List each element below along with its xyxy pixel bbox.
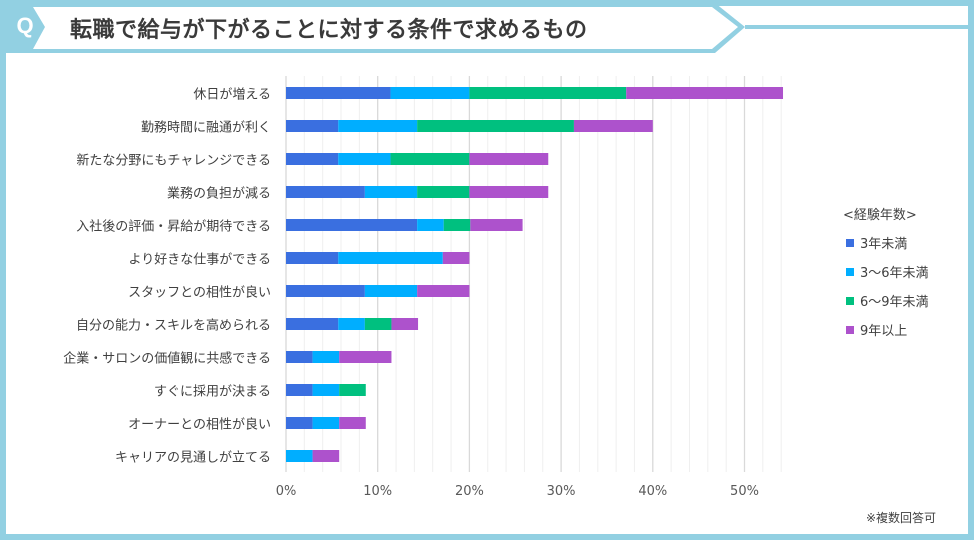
category-label: 入社後の評価・昇給が期待できる <box>76 219 271 235</box>
category-label: より好きな仕事ができる <box>128 252 271 268</box>
bar-segment-3 <box>442 252 470 264</box>
bar-segment-2 <box>417 186 470 198</box>
bar-segment-1 <box>338 153 391 165</box>
category-label: すぐに採用が決まる <box>153 384 271 400</box>
bar-segment-0 <box>286 417 313 429</box>
bar-segment-0 <box>286 153 339 165</box>
bar-segment-0 <box>286 384 313 396</box>
bar-segment-3 <box>470 219 523 231</box>
bar-segment-0 <box>286 219 418 231</box>
legend-swatch <box>846 296 854 305</box>
bar-segment-3 <box>312 450 340 462</box>
bar-segment-2 <box>417 120 574 132</box>
bar-segment-3 <box>469 186 549 198</box>
x-tick-label: 40% <box>638 484 668 499</box>
legend-item: 9年以上 <box>846 320 907 339</box>
bar-segment-3 <box>626 87 784 99</box>
legend-swatch <box>846 267 854 276</box>
bar-segment-3 <box>469 153 549 165</box>
legend-swatch <box>846 238 854 247</box>
legend-label: 9年以上 <box>860 324 908 339</box>
bar-segment-0 <box>286 252 339 264</box>
category-label: オーナーとの相性が良い <box>128 417 271 433</box>
legend-item: 3年未満 <box>846 233 907 252</box>
bar-segment-1 <box>286 450 313 462</box>
bar-segment-3 <box>391 318 419 330</box>
bar-segment-2 <box>469 87 627 99</box>
legend-item: 6〜9年未満 <box>846 291 929 310</box>
legend-item: 3〜6年未満 <box>846 262 929 281</box>
legend-swatch <box>846 325 854 334</box>
legend-title: <経験年数> <box>843 208 917 223</box>
bar-segment-3 <box>573 120 653 132</box>
footnote: ※複数回答可 <box>866 511 937 525</box>
category-label: 企業・サロンの価値観に共感できる <box>63 351 271 367</box>
bar-segment-2 <box>364 318 392 330</box>
bar-segment-0 <box>286 318 339 330</box>
bar-segment-2 <box>443 219 471 231</box>
bar-segment-1 <box>338 318 365 330</box>
bar-segment-1 <box>338 120 418 132</box>
bar-segment-0 <box>286 285 365 297</box>
bar-segment-0 <box>286 120 339 132</box>
category-label: 休日が増える <box>193 87 271 103</box>
bar-segment-1 <box>417 219 444 231</box>
category-label: キャリアの見通しが立てる <box>114 450 271 466</box>
x-tick-label: 50% <box>730 484 759 499</box>
bar-segment-1 <box>312 417 340 429</box>
bar-segment-2 <box>390 153 470 165</box>
bar-segment-3 <box>339 417 366 429</box>
bar-segment-3 <box>339 351 392 363</box>
category-label: スタッフとの相性が良い <box>128 285 271 301</box>
category-label: 新たな分野にもチャレンジできる <box>76 153 271 169</box>
bar-segment-1 <box>390 87 470 99</box>
legend-label: 3〜6年未満 <box>860 266 929 281</box>
bar-segment-1 <box>338 252 443 264</box>
bar-segment-1 <box>364 285 418 297</box>
bar-segment-1 <box>312 351 340 363</box>
bar-segment-1 <box>364 186 418 198</box>
bar-segment-2 <box>339 384 366 396</box>
legend-label: 6〜9年未満 <box>860 295 929 310</box>
bar-segment-3 <box>417 285 470 297</box>
page-title: 転職で給与が下がることに対する条件で求めるもの <box>70 18 588 43</box>
bar-segment-0 <box>286 186 365 198</box>
x-tick-label: 20% <box>454 484 484 499</box>
x-tick-label: 30% <box>546 484 576 499</box>
bar-segment-0 <box>286 87 391 99</box>
q-badge: Q <box>16 13 34 38</box>
x-tick-label: 10% <box>363 484 393 499</box>
category-label: 業務の負担が減る <box>166 186 271 202</box>
x-tick-label: 0% <box>275 484 297 499</box>
category-label: 勤務時間に融通が利く <box>140 120 271 136</box>
bar-segment-0 <box>286 351 313 363</box>
category-label: 自分の能力・スキルを高められる <box>75 318 271 334</box>
legend-label: 3年未満 <box>860 237 908 252</box>
bar-segment-1 <box>312 384 340 396</box>
